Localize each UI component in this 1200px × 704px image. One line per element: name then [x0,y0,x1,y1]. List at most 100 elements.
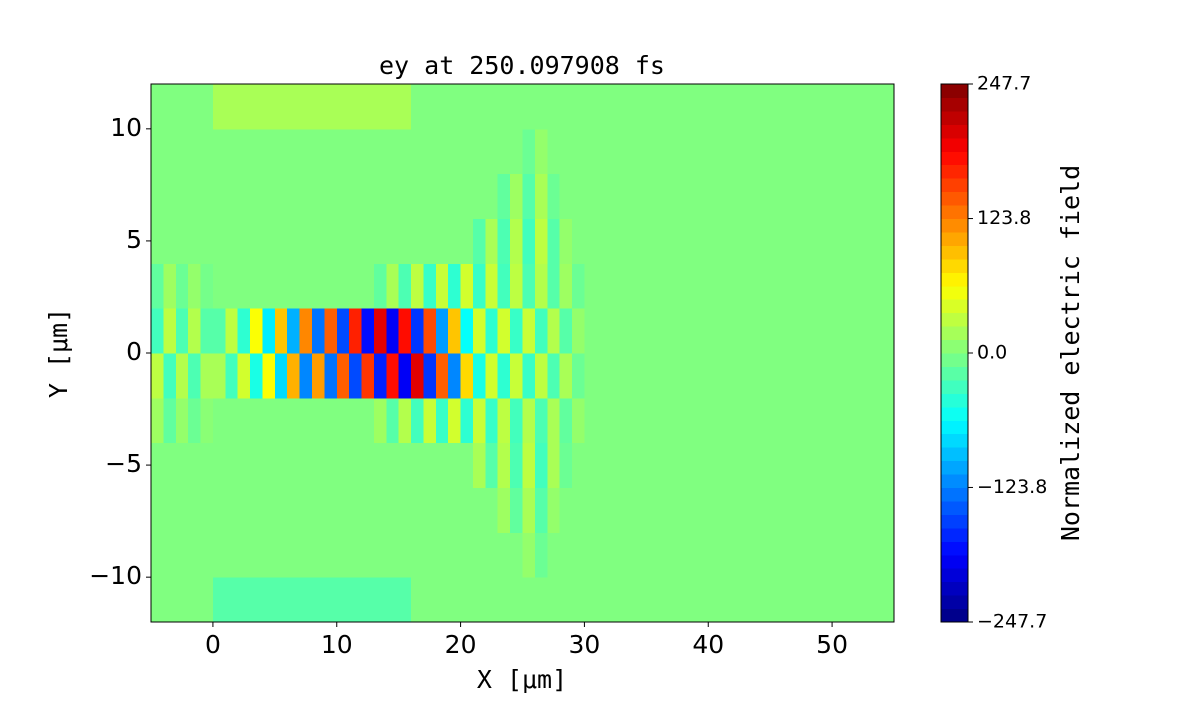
heatmap-cell [770,263,784,309]
heatmap-cell [311,577,325,622]
heatmap-cell [683,84,697,130]
heatmap-cell [596,263,610,309]
heatmap-cell [572,84,585,130]
heatmap-cell [262,397,276,444]
heatmap-cell [770,353,784,399]
heatmap-cell [633,487,647,533]
heatmap-cell [151,84,164,130]
heatmap-cell [572,218,585,264]
heatmap-cell [720,308,734,354]
heatmap-cell [274,577,288,622]
heatmap-cell [398,84,412,130]
heatmap-cell [423,84,437,130]
heatmap-cell [386,263,400,309]
heatmap-cell [671,442,684,488]
heatmap-cell [510,128,523,175]
heatmap-cell [683,173,697,219]
colorbar-step [941,137,968,152]
heatmap-cell [237,487,251,533]
heatmap-cell [175,308,189,354]
heatmap-cell [299,263,313,309]
heatmap-cell [188,353,202,399]
colorbar-step [941,312,968,327]
heatmap-cell [175,397,189,444]
heatmap-cell [411,577,424,622]
heatmap-cell [596,128,610,175]
heatmap-cell [472,218,486,264]
heatmap-cell [386,353,400,399]
heatmap-cell [708,577,722,622]
heatmap-cell [807,353,821,399]
y-tick-label: 5 [126,225,142,254]
heatmap-cell [151,532,164,578]
heatmap-cell [262,173,276,219]
heatmap-cell [720,128,734,175]
heatmap-cell [485,308,499,354]
heatmap-cell [398,487,412,533]
heatmap-cell [596,442,610,488]
heatmap-cell [324,442,338,488]
heatmap-cell [460,532,474,578]
heatmap-cell [547,84,561,130]
heatmap-cell [869,173,883,219]
heatmap-cell [497,263,511,309]
heatmap-cell [869,487,883,533]
heatmap-cell [770,218,784,264]
heatmap-cell [869,84,883,130]
heatmap-cell [200,577,214,622]
heatmap-cell [534,442,548,488]
heatmap-cell [522,442,536,488]
heatmap-cell [633,353,647,399]
heatmap-cell [448,173,462,219]
heatmap-cell [448,532,462,578]
heatmap-cell [299,84,313,130]
heatmap-cell [559,173,573,219]
heatmap-cell [856,263,870,309]
heatmap-cell [646,577,660,622]
heatmap-cell [794,397,808,444]
heatmap-cell [324,128,338,175]
heatmap-cell [423,263,437,309]
heatmap-cell [745,532,759,578]
heatmap-cell [733,128,746,175]
heatmap-cell [398,442,412,488]
heatmap-cell [633,218,647,264]
heatmap-cell [671,532,684,578]
heatmap-cell [794,442,808,488]
heatmap-cell [708,532,722,578]
heatmap-cell [720,84,734,130]
heatmap-cell [757,487,771,533]
heatmap-cell [163,84,177,130]
heatmap-cell [757,532,771,578]
heatmap-cell [844,442,858,488]
heatmap-cell [497,84,511,130]
heatmap-cell [844,84,858,130]
heatmap-cell [386,84,400,130]
y-axis-label: Y [μm] [44,308,73,398]
heatmap-cell [534,84,548,130]
heatmap-cell [336,128,350,175]
heatmap-cell [336,353,350,399]
heatmap-cell [881,308,894,354]
heatmap-cell [299,218,313,264]
heatmap-cell [733,397,746,444]
heatmap-cell [151,308,164,354]
heatmap-cell [646,442,660,488]
heatmap-cell [881,84,894,130]
heatmap-cell [832,397,845,444]
heatmap-cell [212,263,226,309]
heatmap-cell [435,218,449,264]
heatmap-cell [720,173,734,219]
heatmap-cell [881,218,894,264]
heatmap-cell [547,442,561,488]
heatmap-cell [770,532,784,578]
heatmap-cell [609,173,623,219]
heatmap-cell [819,308,833,354]
heatmap-cell [720,263,734,309]
heatmap-cell [225,308,239,354]
heatmap-cell [200,487,214,533]
heatmap-cell [522,128,536,175]
heatmap-cell [151,128,164,175]
colorbar-step [941,487,968,502]
heatmap-cell [411,442,424,488]
